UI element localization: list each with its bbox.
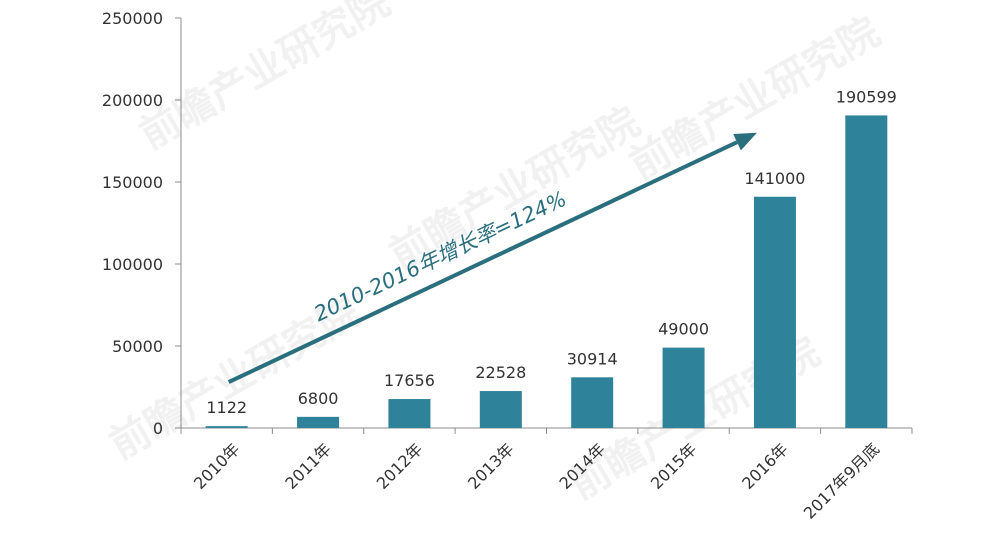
y-tick-label: 150000 <box>102 173 163 192</box>
data-labels: 1122 6800 17656 22528 30914 49000 141000 190599 <box>206 87 897 417</box>
bar <box>753 196 796 428</box>
bar <box>571 377 614 428</box>
x-category-label: 2011年 <box>281 439 335 493</box>
x-category-label: 2017年9月底 <box>800 439 883 522</box>
data-label: 1122 <box>206 398 247 417</box>
watermark-text: 前瞻产业研究院 <box>132 0 397 159</box>
bar <box>479 391 522 428</box>
x-category-label: 2013年 <box>464 439 518 493</box>
x-category-label: 2012年 <box>373 439 427 493</box>
data-label: 6800 <box>298 389 339 408</box>
bar <box>297 416 340 428</box>
data-label: 17656 <box>384 371 435 390</box>
y-tick-label: 200000 <box>102 91 163 110</box>
y-axis-ticks: 0 50000 100000 150000 200000 250000 <box>102 9 181 438</box>
data-label: 30914 <box>567 349 618 368</box>
y-tick-label: 0 <box>153 419 163 438</box>
growth-arrow-head <box>733 132 757 151</box>
y-tick-label: 50000 <box>112 337 163 356</box>
data-label: 49000 <box>658 320 709 339</box>
data-label: 190599 <box>836 87 897 106</box>
y-tick-label: 100000 <box>102 255 163 274</box>
growth-arrow-line <box>227 140 738 384</box>
x-axis-ticks: 2010年 2011年 2012年 2013年 2014年 2015年 2016年 2017年… <box>180 428 913 523</box>
bar <box>205 426 248 428</box>
data-label: 141000 <box>744 169 805 188</box>
bar <box>845 115 888 429</box>
bar <box>388 399 431 428</box>
growth-annotation: 2010-2016年增长率=124% <box>227 132 757 384</box>
bar <box>662 347 705 428</box>
x-category-label: 2016年 <box>738 439 792 493</box>
data-label: 22528 <box>475 363 526 382</box>
bar-series <box>205 115 888 429</box>
y-tick-label: 250000 <box>102 9 163 28</box>
x-category-label: 2010年 <box>190 439 244 493</box>
